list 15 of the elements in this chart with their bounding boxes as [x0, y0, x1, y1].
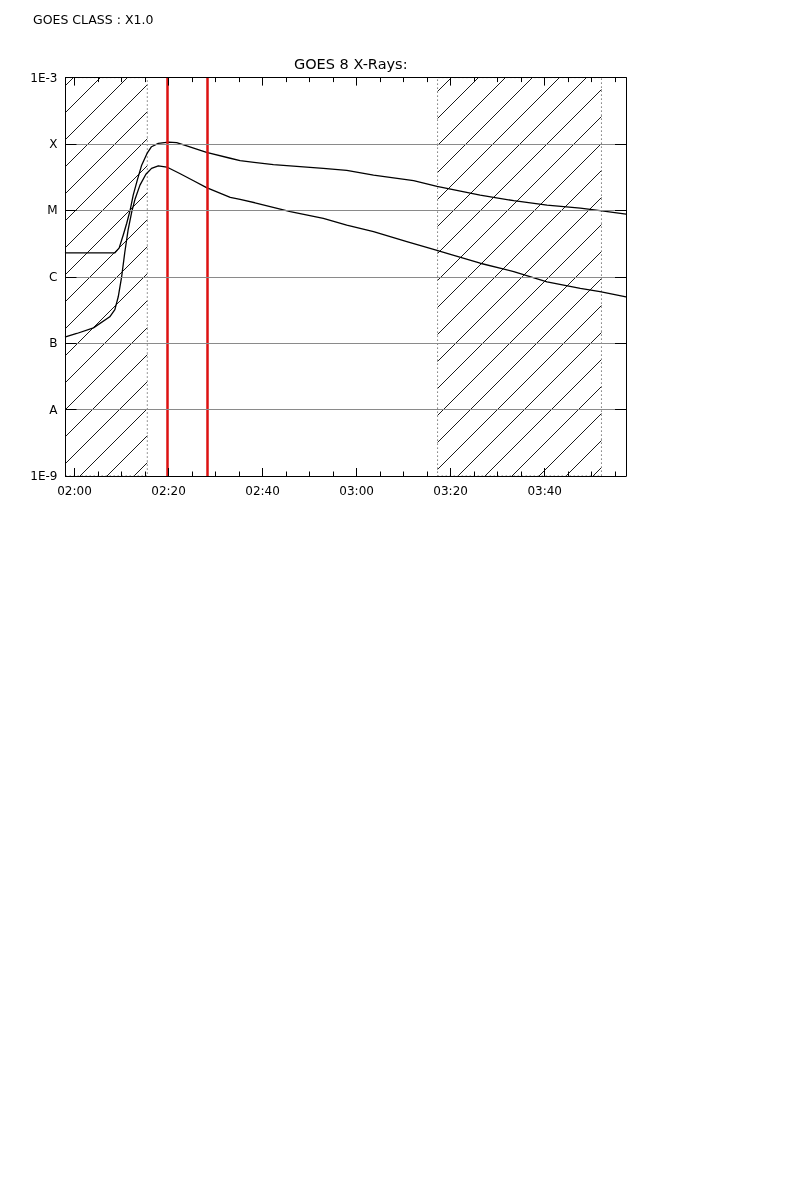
x-tick-label: 02:40	[245, 484, 280, 498]
x-tick-label: 02:00	[57, 484, 92, 498]
y-tick-label: A	[49, 402, 59, 417]
y-tick-label: B	[49, 336, 58, 351]
x-tick-label: 03:20	[433, 484, 468, 498]
y-tick-label: 1E-9	[30, 469, 58, 483]
chart-title: GOES 8 X-Rays:	[293, 55, 408, 72]
x-tick-label: 03:00	[339, 484, 374, 498]
text: GOES CLASS : X1.0	[33, 12, 154, 27]
y-tick-label: 1E-3	[30, 70, 58, 85]
y-tick-label: C	[49, 269, 58, 284]
y-tick-label: X	[49, 137, 58, 151]
x-tick-label: 03:40	[527, 484, 562, 498]
y-tick-label: M	[47, 203, 58, 218]
x-tick-label: 02:20	[151, 484, 186, 498]
